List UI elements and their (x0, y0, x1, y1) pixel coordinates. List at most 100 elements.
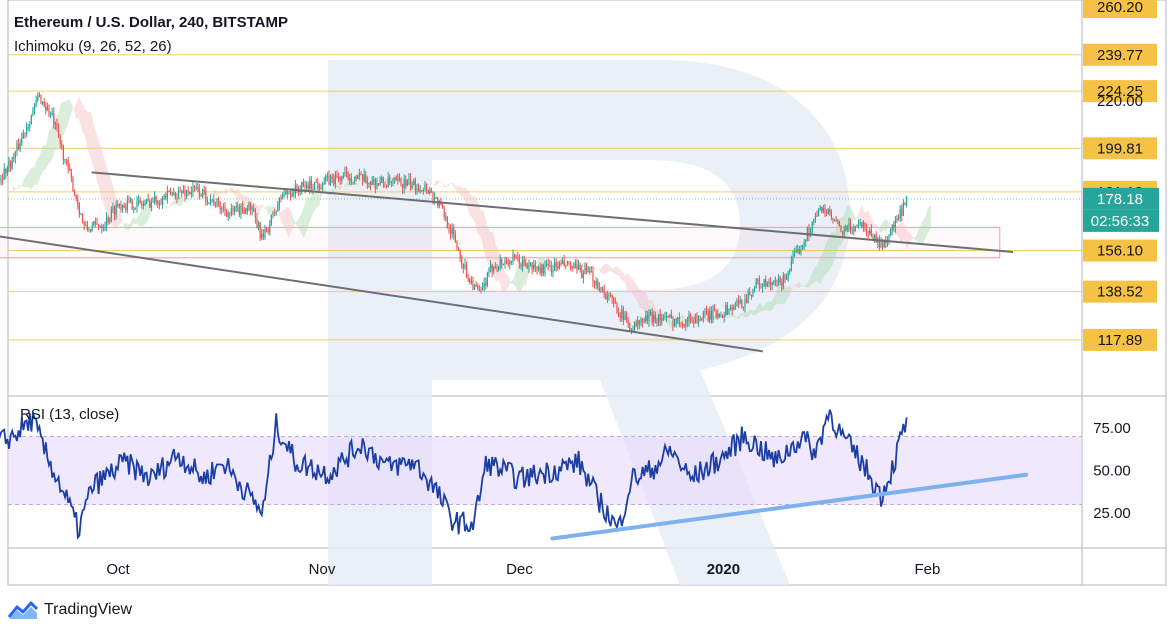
candle-body (349, 178, 351, 180)
candle-body (494, 266, 496, 268)
candle-body (486, 273, 488, 286)
candle-body (155, 196, 157, 202)
cloud-segment (732, 312, 736, 319)
candle-body (357, 176, 359, 179)
candle-body (699, 319, 701, 321)
candle-body (321, 184, 324, 189)
candle-body (189, 192, 191, 194)
level-price-label: 138.52 (1097, 284, 1143, 301)
cloud-segment (195, 195, 199, 200)
candle-body (670, 314, 672, 318)
candle-body (99, 226, 101, 228)
candle-body (115, 204, 117, 215)
candle-body (198, 188, 200, 196)
candle-body (227, 212, 229, 217)
candle-body (878, 238, 880, 247)
cloud-segment (90, 112, 94, 170)
rsi-legend[interactable]: RSI (13, close) (20, 406, 120, 423)
cloud-segment (12, 184, 16, 193)
cloud-segment (129, 216, 133, 229)
tradingview-brand[interactable]: TradingView (8, 598, 132, 622)
candle-body (225, 211, 228, 217)
candle-body (718, 314, 720, 318)
candle-body (208, 202, 210, 204)
candle-body (793, 252, 796, 257)
cloud-segment (36, 154, 40, 186)
tradingview-wordmark: TradingView (44, 601, 133, 618)
candle-body (219, 201, 221, 210)
cloud-segment (165, 205, 169, 209)
cloud-segment (63, 100, 67, 134)
candle-body (728, 309, 730, 315)
candle-body (785, 277, 788, 280)
candle-body (80, 213, 82, 215)
candle-body (790, 261, 792, 270)
candle-body (233, 207, 236, 212)
candle-body (24, 133, 26, 135)
cloud-segment (84, 108, 88, 152)
candle-body (574, 263, 576, 268)
candle-body (638, 320, 640, 325)
candle-body (211, 199, 213, 201)
cloud-segment (228, 187, 232, 192)
candle-body (353, 176, 356, 183)
candle-body (745, 299, 748, 303)
candle-body (397, 179, 399, 181)
candle-body (541, 264, 543, 274)
candle-body (750, 294, 752, 296)
cloud-segment (642, 291, 646, 315)
candle-body (184, 190, 186, 197)
cloud-segment (789, 285, 793, 294)
candle-body (283, 194, 285, 196)
cloud-segment (876, 225, 880, 233)
cloud-segment (600, 264, 604, 275)
candle-body (841, 231, 844, 234)
candle-body (77, 199, 79, 205)
cloud-segment (87, 111, 91, 159)
candle-body (905, 196, 908, 205)
cloud-segment (168, 202, 172, 208)
candle-body (499, 259, 501, 267)
cloud-segment (501, 263, 505, 293)
cloud-segment (453, 183, 457, 193)
candle-body (241, 204, 244, 211)
cloud-segment (837, 216, 841, 249)
candle-body (792, 256, 794, 262)
candle-body (105, 217, 108, 227)
current-price-label: 178.18 (1097, 191, 1143, 208)
indicator-legend[interactable]: Ichimoku (9, 26, 52, 26) (14, 38, 172, 55)
candle-body (528, 263, 530, 269)
candle-body (601, 287, 604, 289)
candle-body (376, 183, 378, 189)
candle-body (363, 174, 365, 182)
candle-body (438, 200, 440, 206)
candle-body (888, 235, 890, 241)
cloud-segment (105, 165, 109, 219)
candle-body (837, 221, 839, 223)
candle-body (817, 209, 820, 217)
candle-body (350, 178, 352, 183)
candle-body (590, 271, 592, 273)
candle-body (126, 200, 128, 210)
candle-body (163, 195, 165, 197)
candle-body (325, 176, 327, 182)
candle-body (278, 197, 280, 206)
candle-body (48, 107, 50, 115)
cloud-segment (45, 130, 49, 170)
candle-body (443, 207, 445, 217)
cloud-segment (666, 317, 670, 327)
cloud-segment (924, 207, 928, 240)
candle-body (369, 182, 372, 185)
candle-body (470, 280, 472, 283)
candle-body (582, 273, 584, 278)
candle-body (297, 190, 300, 193)
candle-body (235, 205, 237, 208)
candle-body (147, 199, 149, 201)
candle-body (190, 191, 192, 194)
candle-body (102, 227, 104, 229)
candle-body (29, 124, 31, 127)
cloud-segment (897, 222, 901, 243)
candle-body (504, 260, 506, 265)
cloud-segment (483, 211, 487, 263)
